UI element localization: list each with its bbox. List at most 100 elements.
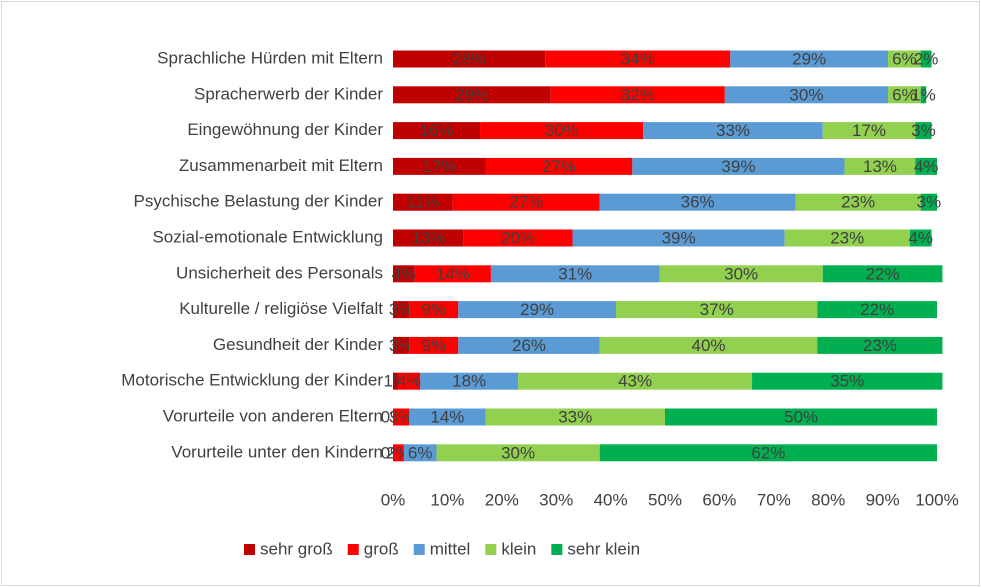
bar-segment (844, 157, 916, 175)
data-label: 1% (911, 85, 936, 104)
data-label: 4% (397, 372, 422, 391)
bar-segment (393, 336, 410, 354)
bar-segment (409, 408, 486, 426)
legend-swatch (413, 544, 425, 555)
bar-segment (665, 408, 937, 426)
data-label: 43% (618, 372, 652, 391)
bar-segment (393, 86, 551, 104)
data-label: 3% (389, 300, 414, 319)
bar-segment (752, 372, 943, 390)
y-tick-label: Vorurteile unter den Kindern (171, 442, 383, 461)
bar-segment (420, 372, 519, 390)
bar-segment (436, 444, 600, 462)
data-label: 6% (408, 443, 433, 462)
data-label: 9% (422, 336, 447, 355)
x-tick-label: 60% (702, 490, 736, 509)
x-tick-label: 100% (915, 490, 958, 509)
x-tick-label: 40% (594, 490, 628, 509)
legend-swatch (244, 544, 255, 555)
bar-segment (915, 157, 937, 175)
data-label: 20% (501, 228, 535, 247)
bar-segment (393, 444, 404, 462)
data-label: 62% (751, 443, 785, 462)
bar-segment (920, 193, 937, 211)
legend-label: sehr groß (260, 539, 333, 558)
bar-segment (485, 157, 633, 175)
data-label: 23% (863, 336, 897, 355)
bar-segment (724, 86, 889, 104)
bar-segment (403, 444, 437, 462)
data-label: 17% (852, 121, 886, 140)
bar-segment (599, 336, 818, 354)
bar-segment (599, 444, 937, 462)
bar-segment (659, 265, 823, 283)
x-tick-label: 80% (811, 490, 845, 509)
y-tick-label: Eingewöhnung der Kinder (187, 120, 383, 139)
y-tick-label: Kulturelle / religiöse Vielfalt (179, 299, 383, 318)
bar-segment (632, 157, 845, 175)
bar-segment (458, 336, 600, 354)
data-label: 17% (422, 157, 456, 176)
bar-segment (409, 336, 459, 354)
y-tick-label: Sozial-emotionale Entwicklung (152, 227, 383, 246)
data-label: 23% (841, 193, 875, 212)
data-label: 14% (430, 407, 464, 426)
legend-label: groß (364, 539, 399, 558)
bar-segment (393, 193, 453, 211)
bar-segment (888, 86, 921, 104)
bar-segment (393, 265, 415, 283)
data-label: 30% (501, 443, 535, 462)
data-label: 39% (662, 228, 696, 247)
bar-segment (599, 193, 796, 211)
data-label: 30% (724, 264, 758, 283)
data-label: 22% (866, 264, 900, 283)
data-label: 34% (621, 49, 655, 68)
x-tick-label: 20% (485, 490, 519, 509)
data-label: 16% (420, 121, 454, 140)
data-label: 4% (392, 264, 417, 283)
bar-segment (452, 193, 600, 211)
bar-segment (518, 372, 753, 390)
bar-segment (463, 229, 573, 247)
y-tick-label: Vorurteile von anderen Eltern (163, 406, 383, 425)
bar-segment (888, 50, 921, 68)
data-label: 3% (917, 193, 942, 212)
y-tick-label: Psychische Belastung der Kinder (134, 192, 384, 211)
bar-segment (393, 229, 464, 247)
data-label: 33% (558, 407, 592, 426)
bar-segment (817, 301, 937, 319)
data-label: 13% (863, 157, 897, 176)
data-label: 6% (892, 49, 917, 68)
bar-segment (822, 265, 943, 283)
bar-segment (393, 157, 486, 175)
data-label: 32% (621, 85, 655, 104)
bar-segment (393, 408, 410, 426)
data-label: 29% (792, 49, 826, 68)
bar-segment (490, 265, 660, 283)
legend-label: klein (501, 539, 536, 558)
data-label: 4% (914, 157, 939, 176)
bar-segment (393, 50, 546, 68)
data-label: 29% (520, 300, 554, 319)
data-label: 14% (436, 264, 470, 283)
legend-label: sehr klein (567, 539, 640, 558)
y-tick-label: Sprachliche Hürden mit Eltern (157, 48, 383, 67)
bar-segment (920, 86, 927, 104)
x-tick-label: 70% (757, 490, 791, 509)
bar-segment (485, 408, 665, 426)
bar-segment (393, 372, 399, 390)
data-label: 35% (830, 372, 864, 391)
y-tick-label: Unsicherheit des Personals (176, 263, 383, 282)
data-label: 30% (789, 85, 823, 104)
bar-segment (822, 122, 916, 140)
data-label: 18% (452, 372, 486, 391)
data-label: 31% (558, 264, 592, 283)
data-label: 39% (721, 157, 755, 176)
bar-segment (393, 301, 410, 319)
bar-segment (409, 301, 459, 319)
legend-label: mittel (430, 539, 471, 558)
bar-segment (414, 265, 491, 283)
bar-segment (730, 50, 889, 68)
x-tick-label: 10% (430, 490, 464, 509)
x-tick-label: 50% (648, 490, 682, 509)
